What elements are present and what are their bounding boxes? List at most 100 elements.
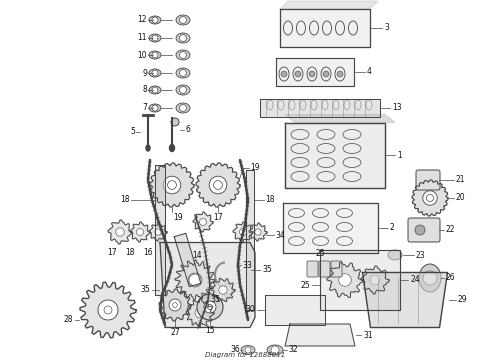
Circle shape — [423, 191, 437, 205]
Circle shape — [179, 35, 187, 41]
Circle shape — [224, 286, 232, 294]
Circle shape — [188, 273, 202, 287]
Ellipse shape — [176, 103, 190, 113]
Circle shape — [152, 105, 158, 111]
Circle shape — [152, 52, 158, 58]
Circle shape — [169, 299, 181, 311]
Polygon shape — [246, 170, 254, 310]
Circle shape — [295, 71, 301, 77]
Circle shape — [240, 229, 246, 235]
Polygon shape — [159, 289, 191, 321]
Text: 3: 3 — [384, 23, 389, 32]
Ellipse shape — [149, 34, 161, 42]
FancyBboxPatch shape — [331, 261, 342, 277]
Text: 13: 13 — [392, 104, 402, 112]
Ellipse shape — [267, 345, 283, 355]
Text: 31: 31 — [363, 330, 372, 339]
Text: 25: 25 — [315, 249, 325, 258]
Text: 5: 5 — [130, 127, 135, 136]
Ellipse shape — [241, 346, 255, 355]
Polygon shape — [160, 243, 255, 328]
Text: 24: 24 — [410, 275, 419, 284]
Circle shape — [209, 176, 227, 194]
Ellipse shape — [176, 50, 190, 60]
Circle shape — [179, 17, 187, 23]
Text: 35: 35 — [140, 285, 150, 294]
Circle shape — [370, 275, 380, 285]
Circle shape — [337, 71, 343, 77]
Circle shape — [271, 346, 279, 354]
Text: 25: 25 — [300, 280, 310, 289]
Text: 32: 32 — [288, 346, 297, 355]
Circle shape — [199, 219, 206, 225]
Text: 17: 17 — [107, 248, 117, 257]
Ellipse shape — [176, 33, 190, 43]
Circle shape — [163, 176, 181, 194]
Circle shape — [137, 229, 144, 235]
Ellipse shape — [146, 145, 150, 151]
Ellipse shape — [149, 51, 161, 59]
Polygon shape — [193, 212, 213, 232]
Circle shape — [152, 87, 158, 93]
Circle shape — [423, 271, 437, 285]
Text: 35: 35 — [262, 266, 272, 274]
Circle shape — [309, 71, 315, 77]
Text: 27: 27 — [170, 328, 180, 337]
Text: 35: 35 — [210, 296, 220, 305]
Text: 4: 4 — [367, 68, 372, 77]
Polygon shape — [260, 99, 380, 117]
Text: 33: 33 — [242, 261, 252, 270]
Polygon shape — [150, 163, 194, 207]
Polygon shape — [196, 163, 240, 207]
Text: 11: 11 — [138, 33, 147, 42]
Polygon shape — [280, 9, 370, 47]
Polygon shape — [412, 180, 448, 216]
Text: 2: 2 — [390, 224, 394, 233]
Ellipse shape — [223, 283, 233, 297]
Circle shape — [98, 300, 118, 320]
FancyBboxPatch shape — [307, 261, 318, 277]
Circle shape — [195, 308, 205, 318]
Polygon shape — [285, 122, 385, 188]
Circle shape — [323, 71, 329, 77]
Polygon shape — [285, 114, 395, 122]
Polygon shape — [186, 299, 214, 327]
Polygon shape — [130, 222, 150, 242]
Polygon shape — [276, 58, 354, 86]
Circle shape — [281, 71, 287, 77]
Text: 18: 18 — [265, 195, 274, 204]
Text: 20: 20 — [455, 194, 465, 202]
Text: 10: 10 — [137, 50, 147, 59]
Text: 30: 30 — [245, 306, 255, 315]
Circle shape — [152, 70, 158, 76]
Text: 21: 21 — [455, 175, 465, 184]
Circle shape — [155, 229, 161, 235]
Text: 23: 23 — [415, 251, 425, 260]
Text: 16: 16 — [143, 248, 153, 257]
Circle shape — [197, 294, 223, 320]
Ellipse shape — [176, 15, 190, 25]
Ellipse shape — [170, 144, 174, 152]
Polygon shape — [149, 223, 167, 241]
Text: 6: 6 — [185, 126, 190, 135]
Polygon shape — [285, 324, 355, 346]
Polygon shape — [280, 1, 378, 9]
Circle shape — [179, 86, 187, 94]
Ellipse shape — [149, 69, 161, 77]
Circle shape — [179, 104, 187, 112]
Circle shape — [152, 17, 158, 23]
Polygon shape — [175, 260, 215, 300]
Circle shape — [245, 347, 251, 353]
Polygon shape — [233, 222, 253, 242]
Polygon shape — [155, 165, 165, 295]
Text: 12: 12 — [138, 15, 147, 24]
Text: 29: 29 — [458, 296, 467, 305]
Ellipse shape — [149, 104, 161, 112]
Ellipse shape — [388, 250, 402, 260]
Text: 15: 15 — [205, 326, 215, 335]
Text: 19: 19 — [250, 163, 260, 172]
Ellipse shape — [149, 16, 161, 24]
Text: 34: 34 — [275, 230, 285, 239]
Circle shape — [204, 301, 216, 313]
Ellipse shape — [176, 68, 190, 78]
